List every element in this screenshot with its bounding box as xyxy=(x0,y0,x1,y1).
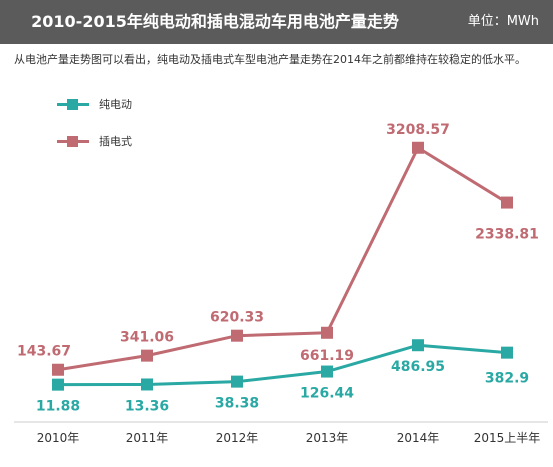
series-line-plugin xyxy=(57,146,508,372)
data-label-plugin: 143.67 xyxy=(17,344,71,360)
x-tick-label: 2010年 xyxy=(37,431,80,445)
x-tick-label: 2014年 xyxy=(397,431,440,445)
unit-label: 单位：MWh xyxy=(467,14,539,29)
series-line-pure-ev xyxy=(57,343,508,387)
data-point-plugin xyxy=(321,326,333,339)
legend-marker-plugin xyxy=(67,136,78,147)
x-tick-label: 2011年 xyxy=(126,431,169,445)
data-label-plugin: 2338.81 xyxy=(475,227,539,243)
data-label-pure-ev: 486.95 xyxy=(391,359,445,375)
data-point-pure-ev xyxy=(412,339,424,352)
data-label-plugin: 661.19 xyxy=(300,348,354,364)
chart-title: 2010-2015年纯电动和插电混动车用电池产量走势 xyxy=(31,12,399,31)
data-point-plugin xyxy=(501,196,513,209)
chart-header: 2010-2015年纯电动和插电混动车用电池产量走势 单位：MWh xyxy=(0,0,553,44)
x-tick-label: 2013年 xyxy=(306,431,349,445)
data-label-pure-ev: 13.36 xyxy=(125,398,169,414)
legend-label-plugin: 插电式 xyxy=(99,135,132,148)
data-label-plugin: 341.06 xyxy=(120,330,174,346)
data-label-plugin: 3208.57 xyxy=(386,122,450,138)
data-label-pure-ev: 382.9 xyxy=(485,371,529,387)
legend-marker-pure-ev xyxy=(67,99,78,110)
data-point-pure-ev xyxy=(231,375,243,388)
x-tick-label: 2012年 xyxy=(216,431,259,445)
data-point-plugin xyxy=(52,363,64,376)
legend-label-pure-ev: 纯电动 xyxy=(99,98,132,111)
data-point-plugin xyxy=(141,349,153,362)
data-point-pure-ev xyxy=(501,346,513,359)
data-label-pure-ev: 11.88 xyxy=(36,399,80,415)
data-label-pure-ev: 126.44 xyxy=(300,386,354,402)
x-tick-label: 2015上半年 xyxy=(474,431,541,445)
data-point-plugin xyxy=(231,329,243,342)
data-label-pure-ev: 38.38 xyxy=(215,396,259,412)
chart-description: 从电池产量走势图可以看出，纯电动及插电式车型电池产量走势在2014年之前都维持在… xyxy=(14,53,526,66)
data-label-plugin: 620.33 xyxy=(210,310,264,326)
data-point-pure-ev xyxy=(141,378,153,391)
data-point-plugin xyxy=(412,141,424,154)
data-point-pure-ev xyxy=(52,378,64,391)
data-point-pure-ev xyxy=(321,365,333,378)
